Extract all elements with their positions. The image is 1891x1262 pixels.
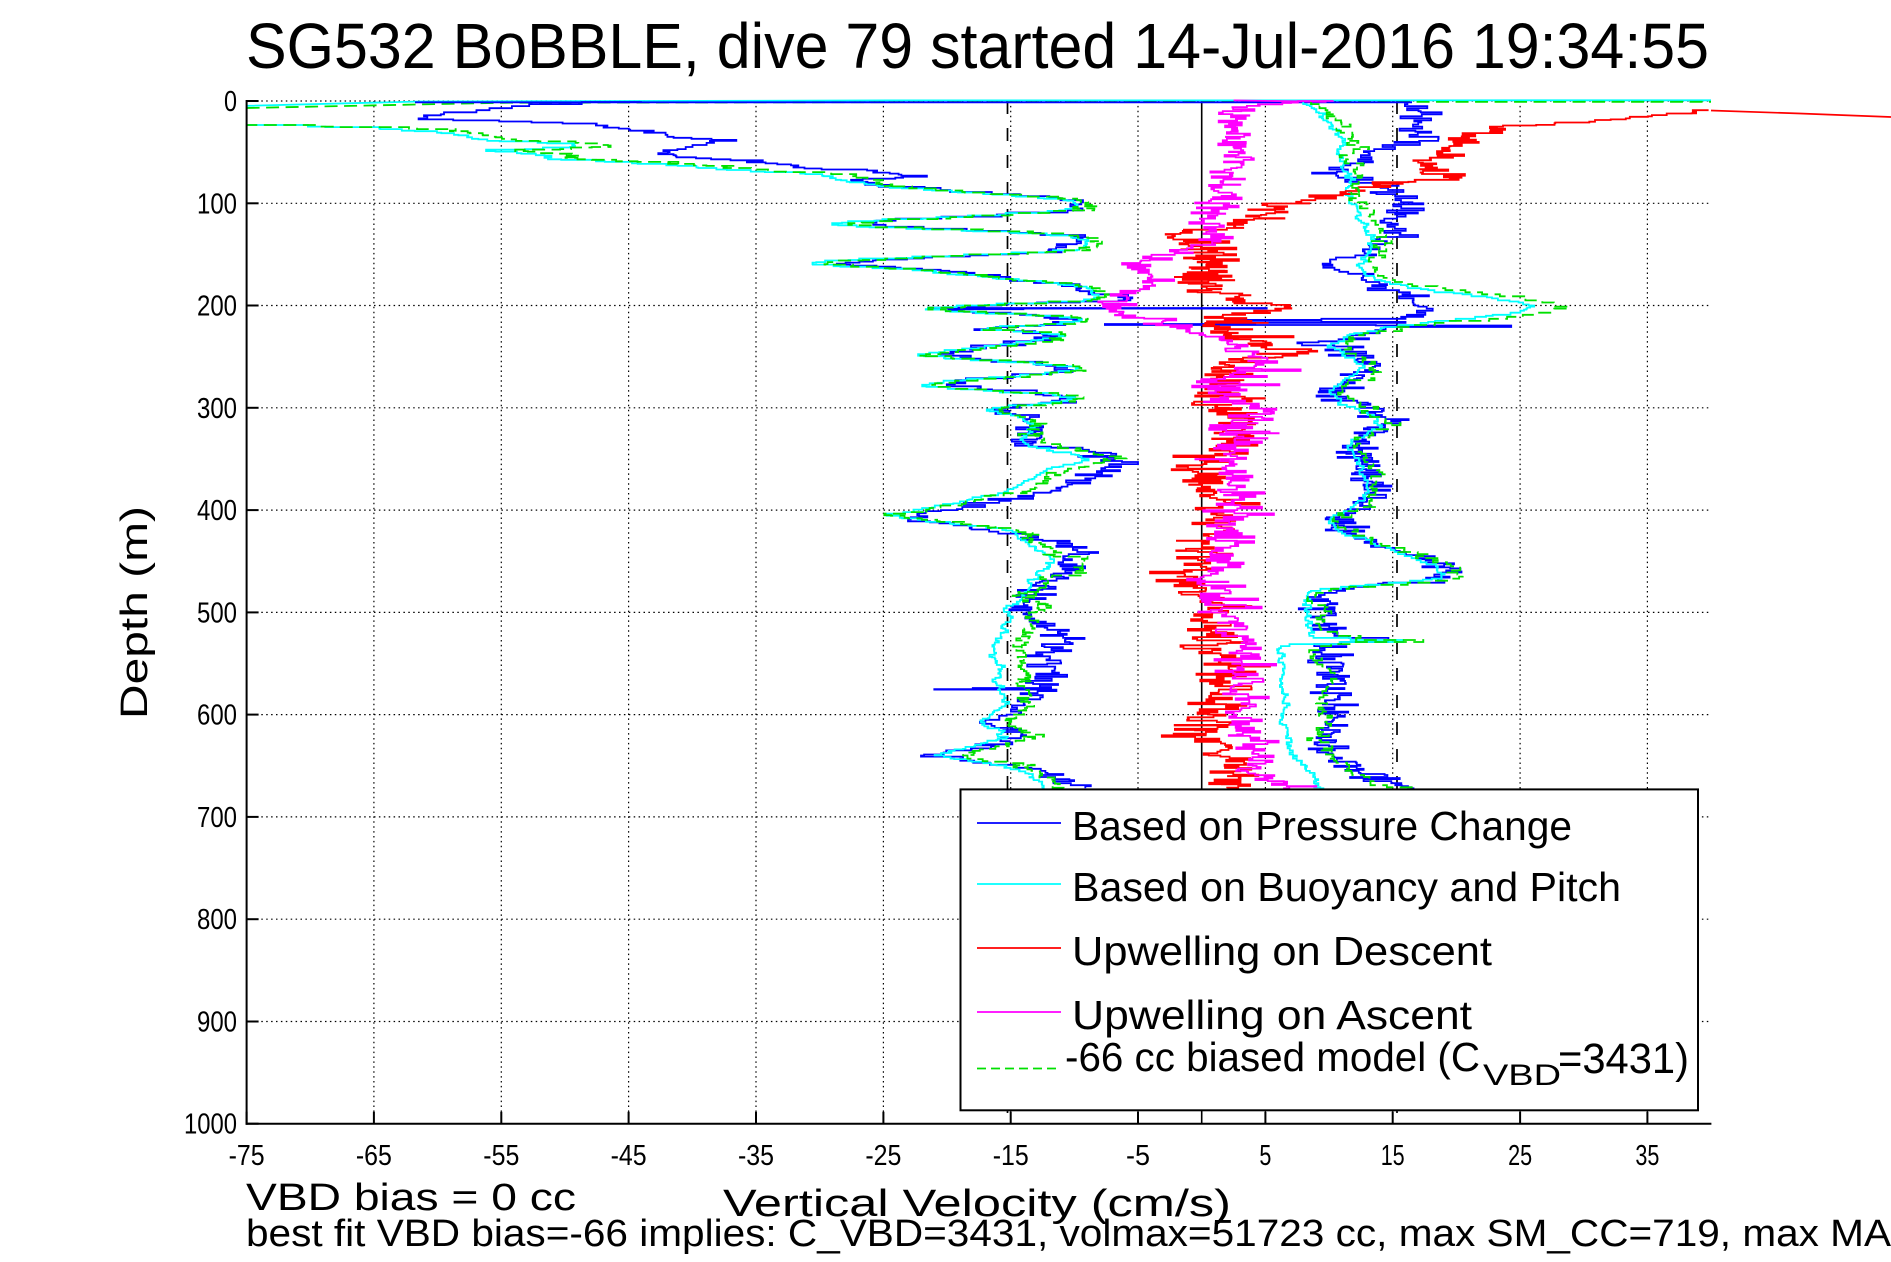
svg-text:15: 15 <box>1381 1140 1405 1172</box>
svg-text:300: 300 <box>197 393 237 425</box>
svg-text:best fit VBD bias=-66 implies:: best fit VBD bias=-66 implies: C_VBD=343… <box>246 1213 1891 1255</box>
svg-text:25: 25 <box>1508 1140 1532 1172</box>
svg-text:SG532 BoBBLE, dive 79 started: SG532 BoBBLE, dive 79 started 14-Jul-201… <box>246 10 1709 82</box>
svg-text:1000: 1000 <box>184 1109 237 1141</box>
svg-text:VBD: VBD <box>1483 1059 1561 1092</box>
svg-text:5: 5 <box>1259 1140 1271 1172</box>
svg-text:-55: -55 <box>483 1140 519 1172</box>
svg-text:VBD bias = 0 cc: VBD bias = 0 cc <box>246 1177 576 1219</box>
svg-text:-45: -45 <box>611 1140 647 1172</box>
svg-text:500: 500 <box>197 597 237 629</box>
svg-text:Vertical Velocity (cm/s): Vertical Velocity (cm/s) <box>723 1183 1231 1225</box>
svg-text:-35: -35 <box>738 1140 774 1172</box>
svg-text:Based on Buoyancy and Pitch: Based on Buoyancy and Pitch <box>1072 864 1621 910</box>
svg-text:Based on Pressure Change: Based on Pressure Change <box>1072 803 1572 849</box>
svg-text:-15: -15 <box>993 1140 1029 1172</box>
svg-text:-25: -25 <box>865 1140 901 1172</box>
svg-text:900: 900 <box>197 1007 237 1039</box>
svg-text:700: 700 <box>197 802 237 834</box>
svg-text:200: 200 <box>197 291 237 323</box>
svg-text:Depth (m): Depth (m) <box>114 506 156 719</box>
svg-text:Upwelling on Ascent: Upwelling on Ascent <box>1072 992 1473 1038</box>
svg-text:100: 100 <box>197 188 237 220</box>
svg-text:-65: -65 <box>356 1140 392 1172</box>
svg-text:800: 800 <box>197 904 237 936</box>
svg-text:600: 600 <box>197 700 237 732</box>
svg-text:0: 0 <box>224 86 237 118</box>
svg-text:-66 cc biased model (C: -66 cc biased model (C <box>1065 1034 1480 1080</box>
svg-text:400: 400 <box>197 495 237 527</box>
svg-text:-5: -5 <box>1126 1140 1150 1172</box>
svg-text:=3431): =3431) <box>1558 1035 1689 1083</box>
svg-text:-75: -75 <box>229 1140 265 1172</box>
svg-text:Upwelling on Descent: Upwelling on Descent <box>1072 928 1493 974</box>
svg-text:35: 35 <box>1635 1140 1659 1172</box>
